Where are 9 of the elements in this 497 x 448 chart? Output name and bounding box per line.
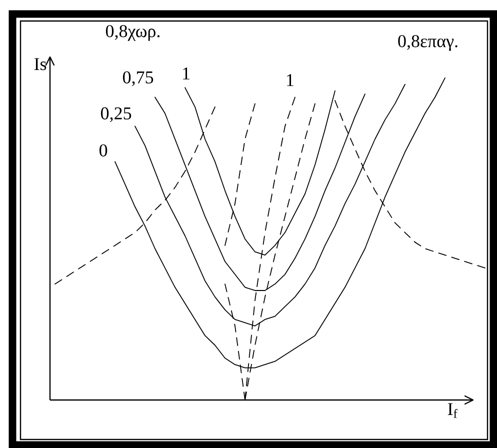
series-label: 1 bbox=[287, 74, 294, 86]
text: 0,8χωρ. bbox=[106, 25, 160, 41]
series-label: 0,25 bbox=[100, 107, 132, 122]
text: 0,8επαγ. bbox=[398, 35, 458, 51]
y-axis-title: Is bbox=[34, 58, 46, 70]
x-axis-title: I$_{f}$ bbox=[448, 403, 458, 418]
series-label: 0,75 bbox=[122, 71, 154, 86]
series-label: 0 bbox=[99, 144, 108, 156]
series-label: 1 bbox=[183, 68, 190, 80]
